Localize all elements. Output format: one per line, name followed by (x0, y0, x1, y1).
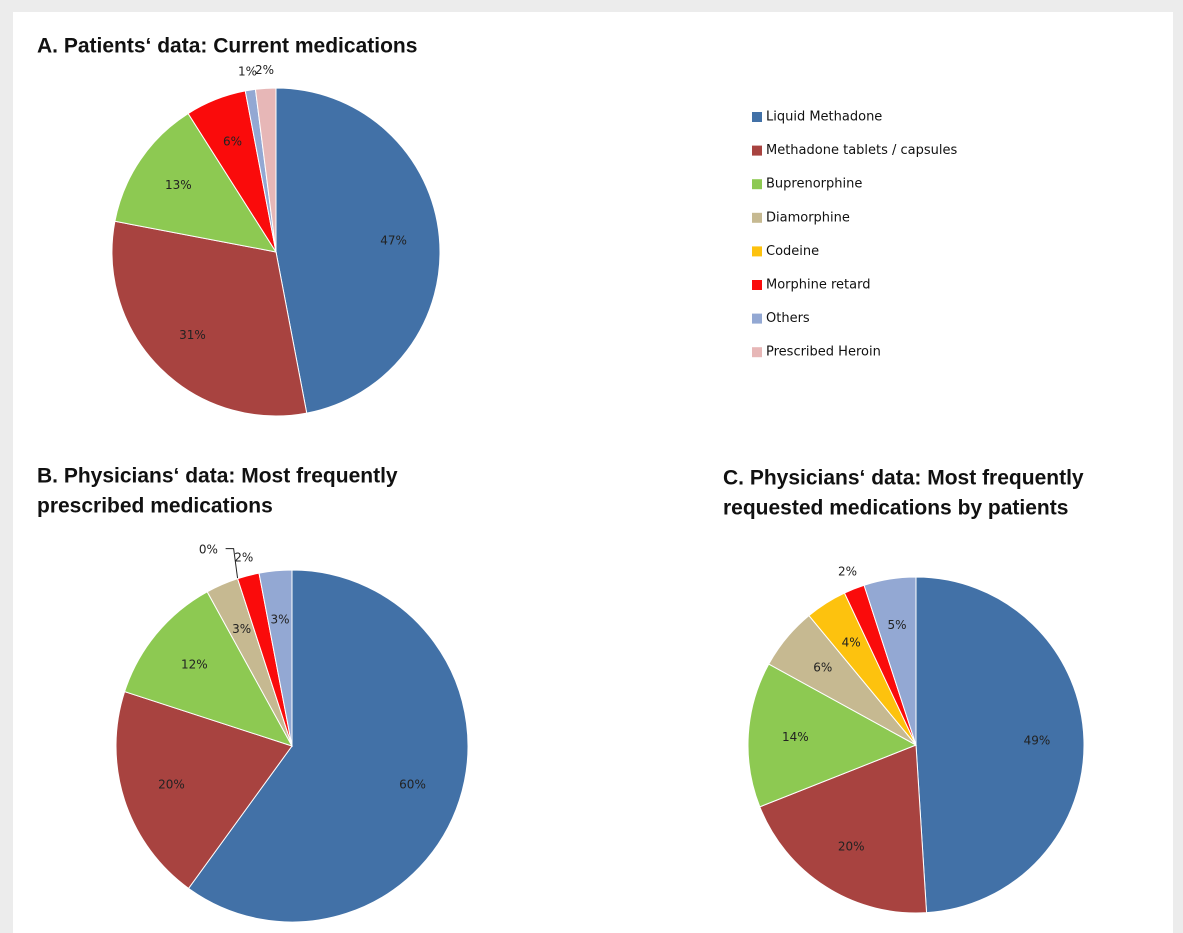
data-label: 14% (782, 730, 809, 744)
pie-slice (258, 569, 293, 747)
data-label: 1% (238, 65, 257, 79)
chart-title: C. Physicians‘ data: Most frequently (723, 467, 1084, 490)
pie-slice (123, 591, 294, 747)
data-label: 20% (158, 778, 185, 792)
legend-swatch (752, 280, 762, 290)
chart-title: B. Physicians‘ data: Most frequently (37, 465, 398, 488)
pie-slice (111, 220, 308, 417)
chart-title: requested medications by patients (723, 497, 1068, 520)
legend-swatch (752, 145, 762, 156)
legend-swatch (752, 347, 762, 358)
pie-slice (863, 576, 917, 746)
pie-slice (915, 576, 1085, 914)
data-label: 20% (838, 840, 865, 854)
data-label: 2% (234, 551, 253, 565)
data-label: 2% (255, 63, 274, 77)
legend-swatch (752, 112, 762, 122)
legend-label: Buprenorphine (766, 177, 862, 192)
data-label: 47% (380, 233, 407, 247)
chart-title: A. Patients‘ data: Current medications (37, 35, 417, 58)
data-label: 13% (165, 178, 192, 192)
legend-label: Prescribed Heroin (766, 345, 881, 360)
pie-slice (115, 690, 293, 890)
legend-swatch (752, 212, 762, 223)
data-label: 49% (1024, 734, 1051, 748)
data-label: 2% (838, 565, 857, 579)
pie-slice (254, 87, 277, 253)
data-label: 5% (888, 618, 907, 632)
data-label: 12% (181, 658, 208, 672)
data-label: 4% (842, 635, 861, 649)
legend-label: Codeine (766, 244, 819, 259)
data-label: 60% (399, 778, 426, 792)
pie-slice (114, 112, 278, 253)
data-label: 0% (199, 543, 218, 557)
pie-slice (747, 663, 918, 808)
data-label: 6% (813, 660, 832, 674)
pie-slice (187, 569, 469, 923)
data-label: 3% (271, 612, 290, 626)
data-label: 31% (179, 328, 206, 342)
legend-label: Liquid Methadone (766, 110, 882, 125)
data-label: 3% (232, 622, 251, 636)
pie-slice (275, 87, 441, 414)
legend-label: Morphine retard (766, 278, 870, 293)
legend-label: Methadone tablets / capsules (766, 143, 958, 158)
legend-label: Others (766, 311, 810, 326)
chart-title: prescribed medications (37, 495, 273, 518)
data-label: 6% (223, 135, 242, 149)
legend-swatch (752, 179, 762, 190)
leader-line (225, 548, 239, 579)
pie-slice (759, 744, 928, 914)
legend-label: Diamorphine (766, 210, 850, 225)
legend-swatch (752, 313, 762, 324)
legend-swatch (752, 246, 762, 257)
